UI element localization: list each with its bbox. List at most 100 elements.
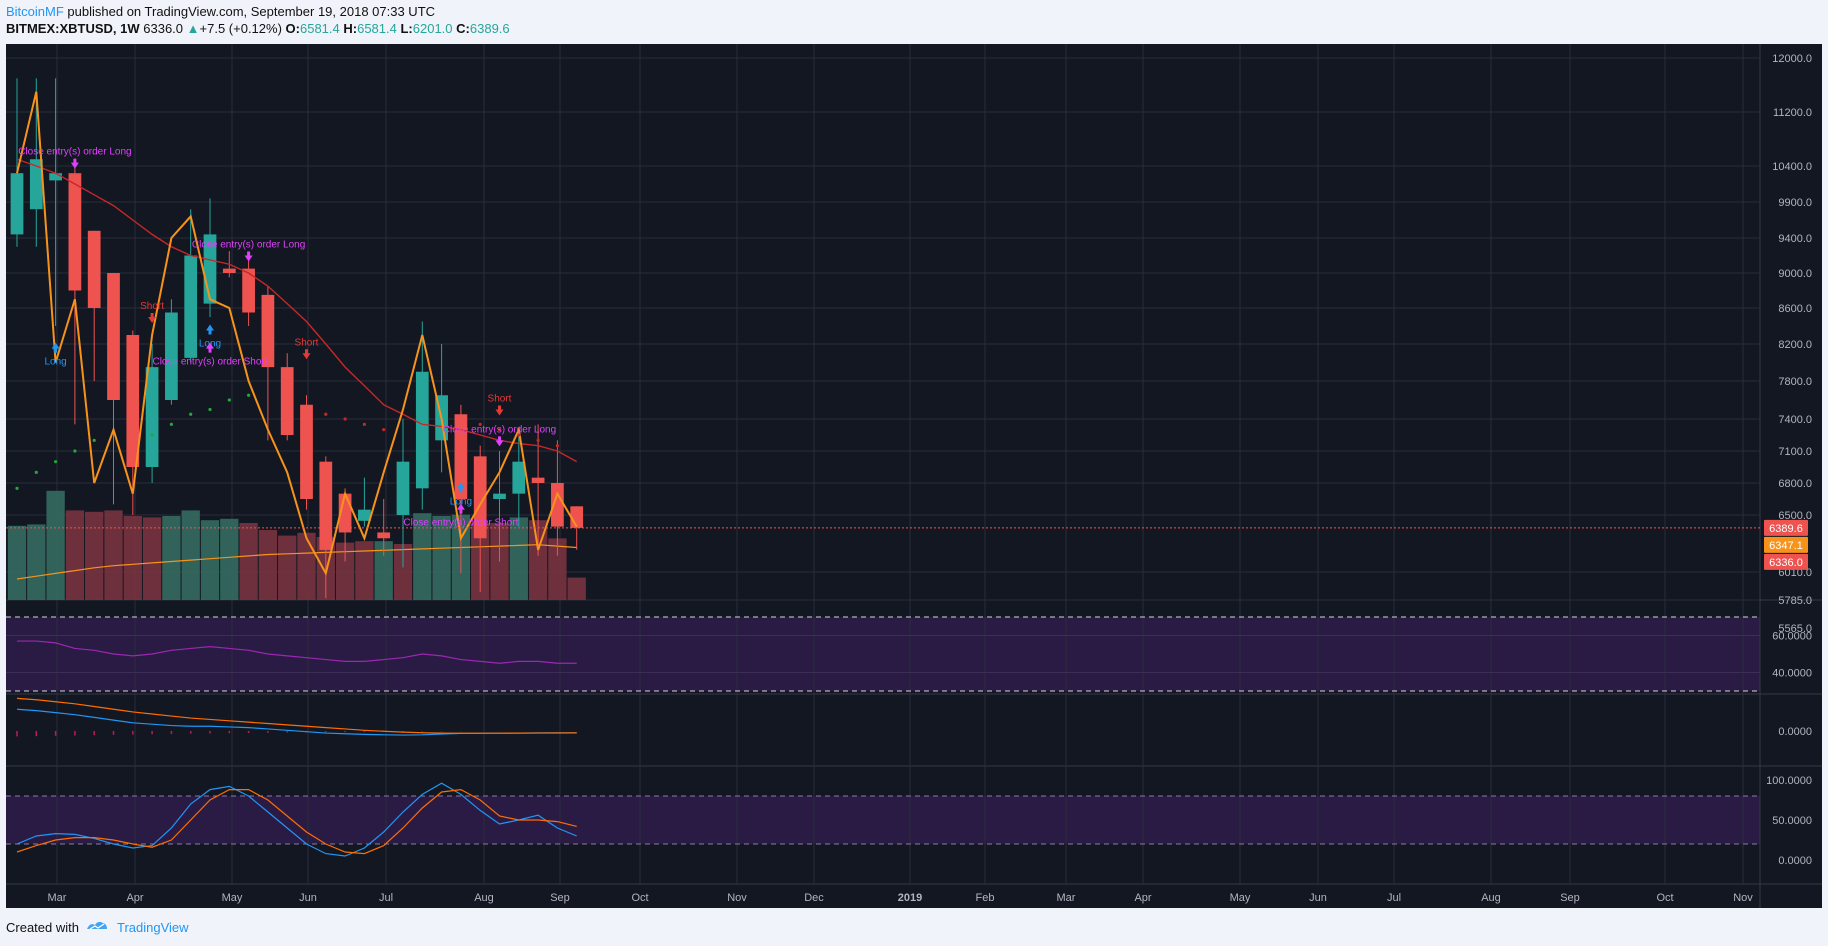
author-link[interactable]: BitcoinMF xyxy=(6,4,64,19)
price-tag xyxy=(1764,553,1808,570)
time-axis-label: Oct xyxy=(1656,892,1673,904)
price-axis-label: 9400.0 xyxy=(1778,233,1812,245)
sar-dot xyxy=(324,412,328,416)
down-arrow-icon xyxy=(495,436,504,447)
created-with-text: Created with xyxy=(6,920,79,935)
trading-chart[interactable]: Long Close entry(s) order Long Short Long Cl… xyxy=(0,44,1828,908)
macd-axis-label: 0.0000 xyxy=(1778,726,1812,738)
tradingview-logo-icon[interactable] xyxy=(86,919,108,933)
time-axis-label: Sep xyxy=(550,892,570,904)
candle-body xyxy=(280,367,294,435)
open-label: O: xyxy=(285,21,300,36)
candle-body xyxy=(87,230,101,308)
high-value: 6581.4 xyxy=(357,21,397,36)
time-axis-label: Aug xyxy=(474,892,494,904)
sar-dot xyxy=(92,438,96,442)
marker-label: Short xyxy=(295,337,319,348)
time-axis-label: Feb xyxy=(976,892,995,904)
candle-body xyxy=(165,312,178,400)
strategy-markers: Long Close entry(s) order Long Short Long Cl… xyxy=(18,147,556,529)
marker-label: Short xyxy=(140,301,164,312)
volume-bar xyxy=(239,523,258,600)
volume-bar xyxy=(220,518,239,600)
price-axis-label: 9000.0 xyxy=(1778,268,1812,280)
price-axis-label: 8200.0 xyxy=(1778,339,1812,351)
candle-body xyxy=(319,461,333,550)
volume-bar xyxy=(548,538,567,600)
price-axis-label: 7400.0 xyxy=(1778,414,1812,426)
volume-bar xyxy=(27,524,46,600)
sar-dot xyxy=(150,433,154,437)
symbol-name: BITMEX:XBTUSD, 1W xyxy=(6,21,140,36)
chart-panes xyxy=(6,44,1822,908)
volume-bar xyxy=(393,544,413,600)
candle-body xyxy=(126,335,140,467)
price-tag-label: 6389.6 xyxy=(1769,523,1803,535)
candle-body xyxy=(222,268,236,273)
candle-body xyxy=(145,367,159,467)
sar-dot xyxy=(497,428,502,432)
price-axis-label: 7800.0 xyxy=(1778,376,1812,388)
close-label: C: xyxy=(456,21,470,36)
time-axis-label: Jun xyxy=(299,892,317,904)
candle-body xyxy=(551,483,564,527)
candles xyxy=(10,78,584,599)
up-arrow-icon xyxy=(206,324,214,335)
marker-label: Close entry(s) order Long xyxy=(18,147,131,158)
candle-body xyxy=(10,173,24,235)
tradingview-brand-link[interactable]: TradingView xyxy=(117,920,189,935)
time-axis-label: Mar xyxy=(1057,892,1076,904)
price-tag-label: 6336.0 xyxy=(1769,557,1803,569)
sar-dot xyxy=(15,486,19,490)
volume-bar xyxy=(65,510,85,600)
time-axis-label: May xyxy=(222,892,243,904)
time-axis-label: Apr xyxy=(1134,892,1151,904)
candle-body xyxy=(29,159,43,210)
candle-body xyxy=(184,255,198,358)
volume-bar xyxy=(567,577,586,600)
time-axis-label: Dec xyxy=(804,892,824,904)
marker-label: Close entry(s) order Short xyxy=(403,518,518,529)
down-arrow-icon xyxy=(495,405,504,416)
candle-body xyxy=(473,456,487,539)
price-axis-label: 11200.0 xyxy=(1773,107,1812,119)
time-axis-label: Jul xyxy=(1387,892,1401,904)
published-text: published on TradingView.com, September … xyxy=(67,4,436,19)
candle-body xyxy=(512,461,526,494)
time-axis-label: Sep xyxy=(1560,892,1580,904)
volume-bar xyxy=(104,510,123,600)
volume-bar xyxy=(413,513,432,600)
candle-body xyxy=(358,509,371,521)
price-tag xyxy=(1764,519,1808,536)
volume-bar xyxy=(335,542,355,600)
sar-dot xyxy=(169,422,173,426)
marker-label: Close entry(s) order Short xyxy=(152,357,267,368)
down-arrow-icon xyxy=(148,313,157,323)
candle-body xyxy=(49,173,62,181)
price-axis-label: 10400.0 xyxy=(1772,161,1812,173)
low-label: L: xyxy=(400,21,413,36)
sar-dot xyxy=(343,417,347,421)
volume-bar xyxy=(432,516,451,600)
sar-dot xyxy=(517,433,521,437)
volume-bars xyxy=(7,490,586,600)
time-axis-pane xyxy=(6,884,1760,908)
stoch-band xyxy=(6,796,1760,844)
down-arrow-icon xyxy=(244,251,253,262)
time-axis-label: Nov xyxy=(727,892,747,904)
rsi-axis-label: 60.0000 xyxy=(1772,631,1812,643)
sar-dot xyxy=(73,449,77,453)
volume-bar xyxy=(142,517,162,600)
time-axis-label: Aug xyxy=(1481,892,1501,904)
stoch-axis-label: 50.0000 xyxy=(1772,815,1812,827)
up-arrow-icon xyxy=(456,503,465,514)
rsi-band xyxy=(6,617,1760,691)
volume-bar xyxy=(7,525,27,600)
ema-line xyxy=(16,158,578,463)
candle-body xyxy=(531,477,545,483)
up-arrow-icon xyxy=(206,342,214,353)
stoch-axis-label: 100.0000 xyxy=(1766,775,1812,787)
candle-body xyxy=(261,294,275,368)
axes: 12000.0 11200.0 10400.0 9900.0 9400.0 9000.0 8… xyxy=(48,53,1812,904)
stoch-d-line xyxy=(16,788,577,855)
